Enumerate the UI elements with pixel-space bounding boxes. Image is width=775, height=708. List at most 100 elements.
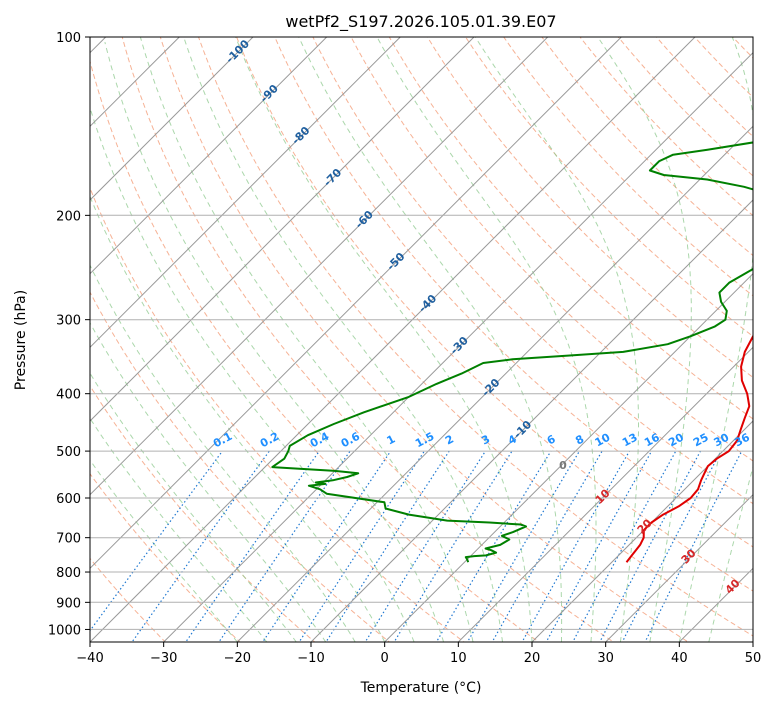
- skewed-isotherm: [90, 37, 328, 275]
- dry-adiabat-label: 40: [723, 576, 743, 596]
- temperature-line: [625, 334, 753, 563]
- skewed-isotherm: [752, 641, 753, 642]
- dry-adiabat: [90, 557, 167, 642]
- mixing-ratio-label: 25: [691, 431, 711, 450]
- moist-adiabat: [90, 459, 238, 642]
- x-axis-label: Temperature (°C): [360, 680, 482, 696]
- mixing-ratio-label: 30: [712, 431, 732, 450]
- skewed-isotherm: [310, 199, 753, 642]
- mixing-ratio-label: 3: [479, 432, 492, 447]
- pressure-gridlines: [90, 37, 753, 630]
- moist-adiabats: [90, 37, 753, 642]
- mixing-ratio-label: 1: [385, 432, 398, 447]
- dry-adiabat: [197, 37, 753, 637]
- skewed-isotherms: [90, 37, 753, 642]
- mixing-ratio-label: 13: [620, 431, 640, 450]
- moist-adiabat: [678, 37, 753, 642]
- x-tick-label: 30: [597, 651, 614, 666]
- dry-adiabat: [90, 472, 241, 642]
- moist-adiabat: [139, 37, 474, 642]
- skewed-isotherm: [90, 37, 696, 642]
- y-tick-label: 600: [56, 492, 81, 507]
- y-axis-ticks: 100 200 300 400 500 600 700 800 900 1000: [48, 31, 90, 638]
- skewed-isotherm: [384, 272, 753, 642]
- y-tick-label: 1000: [48, 623, 81, 638]
- skewed-isotherm: [236, 125, 753, 642]
- mixing-ratio-label: 16: [642, 431, 662, 450]
- x-tick-label: 40: [671, 651, 688, 666]
- dry-adiabat: [503, 37, 753, 297]
- mixing-ratio-line: [325, 450, 450, 642]
- dry-adiabat: [90, 384, 316, 642]
- moist-adiabat: [708, 465, 753, 642]
- dry-adiabat: [745, 10, 775, 654]
- dry-adiabat-label: 30: [679, 546, 699, 566]
- y-tick-label: 700: [56, 532, 81, 547]
- y-tick-label: 500: [56, 445, 81, 460]
- x-tick-label: −20: [224, 651, 251, 666]
- chart-title: wetPf2_S197.2026.105.01.39.E07: [285, 12, 556, 32]
- y-tick-label: 100: [56, 31, 81, 46]
- moist-adiabat: [474, 37, 639, 642]
- moist-adiabat: [90, 417, 268, 642]
- skewed-isotherm: [90, 37, 549, 496]
- skewed-isotherm: [90, 37, 475, 422]
- y-tick-label: 800: [56, 566, 81, 581]
- mixing-ratio-line: [364, 450, 486, 642]
- dry-adiabat: [541, 37, 753, 257]
- mixing-ratio-label: 0.1: [211, 430, 234, 451]
- mixing-ratio-label: 8: [573, 432, 586, 447]
- mixing-ratio-line: [621, 450, 722, 642]
- moist-adiabat: [298, 37, 563, 642]
- x-tick-label: −40: [76, 651, 103, 666]
- moist-adiabat: [90, 195, 386, 642]
- x-tick-label: 10: [450, 651, 467, 666]
- skewed-isotherm: [90, 37, 254, 201]
- y-tick-label: 400: [56, 388, 81, 403]
- dry-adiabat: [236, 37, 753, 592]
- dry-adiabat: [655, 37, 753, 138]
- dry-adiabat: [465, 37, 753, 338]
- dry-adiabats: [90, 10, 775, 654]
- moist-adiabat: [597, 37, 692, 642]
- dry-adiabat: [350, 37, 753, 462]
- sounding-profiles: [271, 141, 753, 563]
- x-tick-label: 0: [381, 651, 389, 666]
- skewed-isotherm: [90, 37, 401, 349]
- dewpoint-line: [271, 141, 753, 563]
- dry-adiabat: [274, 37, 753, 548]
- skewed-isotherm: [531, 420, 753, 642]
- mixing-ratio-label: 10: [593, 431, 613, 450]
- plot-frame: [89, 36, 754, 643]
- moist-adiabat: [90, 264, 356, 642]
- y-tick-label: 200: [56, 209, 81, 224]
- moist-adiabat: [376, 37, 597, 642]
- skewed-isotherm: [163, 51, 753, 642]
- y-tick-label: 300: [56, 314, 81, 329]
- mixing-ratio-label: 36: [732, 431, 752, 450]
- skewed-isotherm: [90, 37, 622, 570]
- mixing-ratio-line: [435, 450, 552, 642]
- dry-adiabat: [732, 37, 753, 59]
- y-axis-label: Pressure (hPa): [13, 290, 29, 390]
- dry-adiabat: [121, 37, 615, 642]
- dry-adiabat: [90, 291, 391, 642]
- mixing-ratio-line: [185, 450, 320, 642]
- moist-adiabat-label: 0: [559, 459, 567, 472]
- skewed-isotherm: [605, 493, 753, 642]
- dry-adiabat: [90, 59, 540, 642]
- mixing-ratio-label: 0.2: [258, 430, 281, 451]
- moist-adiabat: [104, 41, 445, 642]
- x-tick-label: 50: [745, 651, 762, 666]
- mixing-ratio-label: 20: [666, 431, 686, 450]
- line-labels: -100-90-80-70-60-50-40-30-20-100.1 0.2 0.4…: [211, 37, 752, 597]
- x-axis-ticks: −40 −30 −20 −10 0 10 20 30 40 50: [76, 642, 761, 666]
- x-tick-label: 20: [524, 651, 541, 666]
- skewed-isotherm: [457, 346, 753, 642]
- moist-adiabat: [90, 372, 297, 642]
- plot-area: -100-90-80-70-60-50-40-30-20-100.1 0.2 0.4…: [90, 10, 775, 654]
- x-tick-label: −30: [150, 651, 177, 666]
- moist-adiabat: [183, 37, 503, 642]
- mixing-ratio-label: 6: [545, 432, 558, 447]
